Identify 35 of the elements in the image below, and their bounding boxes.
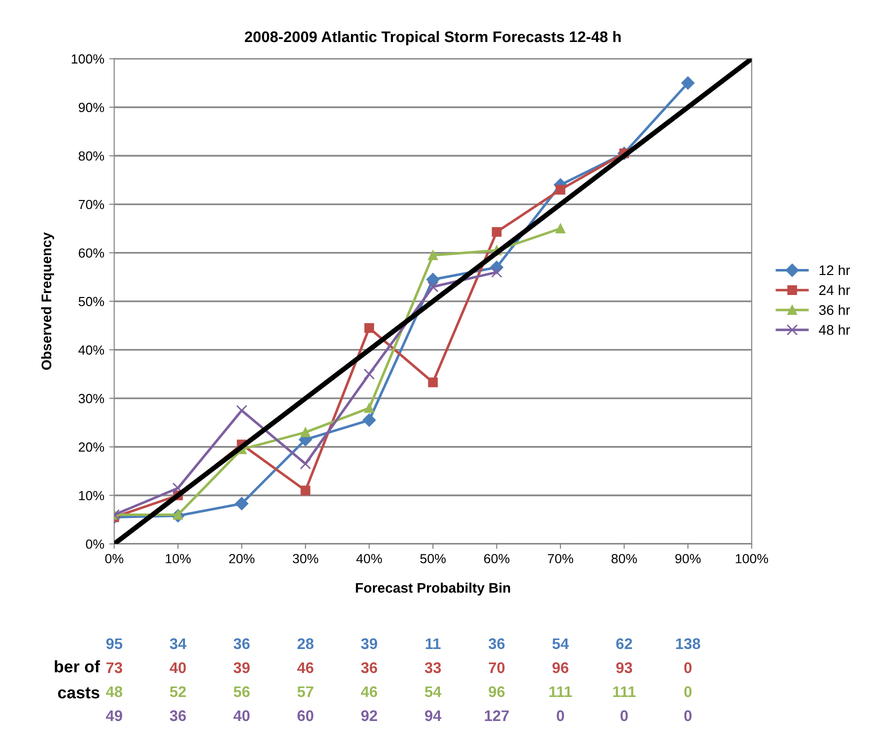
y-tick-label: 50% [78, 296, 104, 306]
legend-label: 36 hr [819, 304, 850, 315]
legend-label: 48 hr [818, 324, 850, 335]
y-tick-label: 90% [78, 102, 104, 112]
legend-label: 12 hr [820, 264, 850, 276]
x-axis-title: Forecast Probabilty Bin [356, 582, 510, 596]
x-tick-label: 10% [166, 554, 191, 564]
text: ber of [54, 660, 100, 672]
x-tick-label: 90% [675, 554, 701, 564]
text: 48 52 56 57 46 54 96 111 111 0 [106, 686, 692, 698]
y-tick-label: 40% [78, 345, 104, 355]
y-axis-title: Observed Frequency [41, 232, 54, 370]
y-tick-label: 80% [78, 151, 104, 161]
x-tick-label: 80% [612, 554, 637, 564]
text: 49 36 40 60 92 94 127 0 0 0 [106, 710, 692, 722]
y-tick-label: 0% [86, 539, 104, 549]
text: casts [58, 687, 100, 698]
x-tick-label: 100% [736, 554, 768, 564]
text: 73 40 39 46 36 33 70 96 93 0 [106, 662, 692, 674]
y-tick-label: 60% [78, 248, 104, 258]
y-tick-label: 100% [72, 54, 104, 64]
y-tick-label: 70% [78, 200, 104, 210]
x-tick-label: 30% [292, 554, 318, 564]
legend-label: 24 hr [819, 284, 850, 295]
text: 95 34 36 28 39 11 36 54 62 138 [106, 638, 700, 650]
x-tick-label: 50% [420, 554, 446, 564]
x-tick-label: 0% [105, 554, 124, 564]
x-tick-label: 20% [229, 554, 254, 564]
x-tick-label: 40% [356, 554, 382, 564]
y-tick-label: 30% [78, 394, 104, 404]
chart-title: 2008-2009 Atlantic Tropical Storm Forecasts 12-48 h [244, 30, 621, 46]
y-tick-label: 10% [79, 490, 104, 500]
y-tick-label: 20% [78, 442, 104, 452]
x-tick-label: 60% [484, 554, 510, 564]
x-tick-label: 70% [548, 554, 574, 564]
